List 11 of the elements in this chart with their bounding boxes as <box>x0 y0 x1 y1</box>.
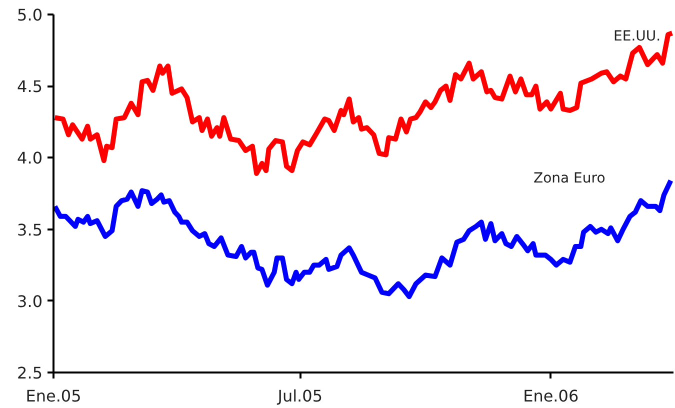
y-tick-label: 4.0 <box>17 148 43 168</box>
y-tick-label: 3.5 <box>17 220 43 240</box>
x-tick-label: Jul.05 <box>276 386 323 406</box>
y-tick-label: 3.0 <box>17 292 43 311</box>
x-tick-label: Ene.06 <box>523 386 579 406</box>
text: Zona Euro <box>534 170 606 186</box>
series-label: EE.UU. <box>614 28 661 44</box>
x-tick-label: Ene.05 <box>26 386 82 406</box>
y-tick-label: 4.5 <box>17 77 43 96</box>
y-tick-label: 2.5 <box>17 364 43 382</box>
y-tick-label: 5.0 <box>17 6 43 24</box>
